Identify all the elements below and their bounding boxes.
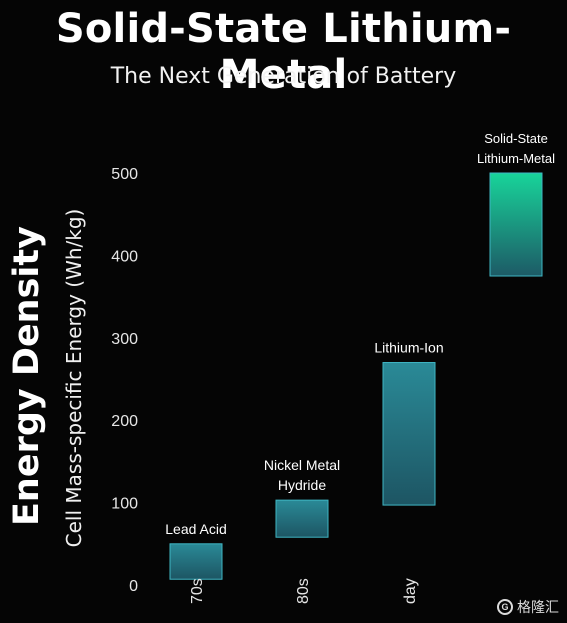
bar-label: Lithium-Ion [374,340,443,356]
y-tick-label: 300 [111,331,138,348]
bar [169,543,223,580]
bar-label: Nickel Metal [264,457,340,473]
chart-subtitle: The Next Generation of Battery [110,64,457,89]
bar [489,172,543,277]
bar-label: Hydride [278,477,326,493]
y-tick-label: 500 [111,166,138,183]
watermark-logo-icon: G [497,599,513,615]
bar-label: Solid-State [484,131,548,146]
chart-title: Solid-State Lithium-Metal [55,6,512,98]
x-tick-label: day [402,578,419,604]
watermark: G 格隆汇 [497,597,559,617]
bar [382,362,436,506]
x-tick-label: 70s [189,578,206,604]
bar-label: Lead Acid [165,521,227,537]
y-tick-label: 0 [129,578,138,595]
watermark-text: 格隆汇 [517,599,559,615]
bar [275,499,329,538]
x-tick-label: 80s [295,578,312,604]
y-tick-label: 100 [111,496,138,513]
bar-label: Lithium-Metal [477,151,555,166]
y-tick-label: 400 [111,248,138,265]
y-tick-label: 200 [111,413,138,430]
